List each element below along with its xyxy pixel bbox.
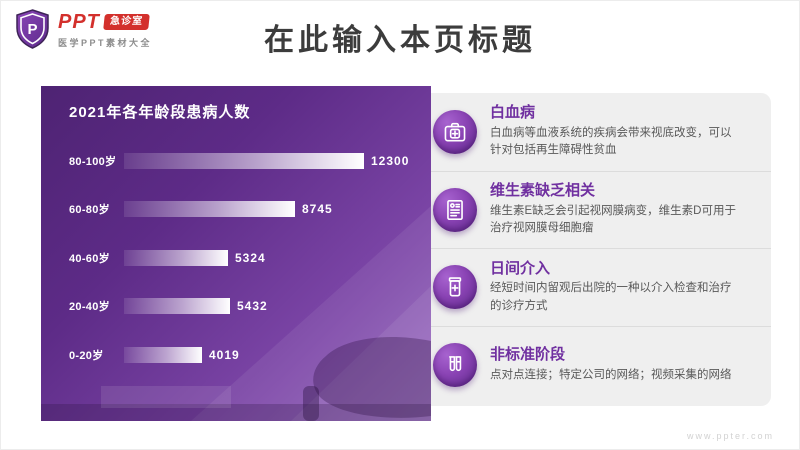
page-title: 在此输入本页标题: [264, 24, 536, 57]
bar-chart: 80-100岁 12300 60-80岁 8745 40-60岁 5324 20-40岁 54…: [69, 152, 431, 363]
chart-panel: 2021年各年龄段患病人数 80-100岁 12300 60-80岁 8745 40-6…: [41, 86, 431, 421]
medical-report-icon: [433, 187, 477, 232]
app-logo: P PPT 急诊室 医学PPT素材大全: [14, 9, 152, 49]
bar-category-label: 20-40岁: [69, 301, 110, 313]
info-item-title: 维生素缺乏相关: [490, 182, 596, 200]
bar-category-label: 80-100岁: [69, 155, 117, 168]
test-tubes-icon: [433, 342, 477, 387]
bar: [124, 346, 202, 363]
info-item-title: 白血病: [490, 104, 536, 122]
bar-value-label: 5324: [235, 250, 266, 265]
footer-watermark-url: www.ppter.com: [686, 431, 774, 441]
logo-subtitle: 医学PPT素材大全: [58, 38, 153, 48]
bar-category-label: 40-60岁: [69, 252, 110, 265]
info-item: 白血病白血病等血液系统的疾病会带来视底改变，可以针对包括再生障碍性贫血: [418, 93, 771, 171]
bar: [124, 249, 228, 266]
chart-title: 2021年各年龄段患病人数: [69, 104, 251, 121]
bar-row: 60-80岁 8745: [69, 201, 431, 218]
info-item-title: 日间介入: [490, 259, 551, 277]
info-panel: 白血病白血病等血液系统的疾病会带来视底改变，可以针对包括再生障碍性贫血维生素缺乏…: [418, 93, 771, 406]
bar-value-label: 12300: [371, 153, 410, 168]
bar-row: 40-60岁 5324: [69, 249, 431, 266]
info-item-desc: 经短时间内留观后出院的一种以介入检查和治疗的诊疗方式: [490, 282, 732, 312]
info-item-title: 非标准阶段: [490, 345, 566, 363]
info-item-desc: 白血病等血液系统的疾病会带来视底改变，可以针对包括再生障碍性贫血: [490, 126, 732, 157]
shield-logo-icon: P: [16, 9, 49, 49]
bar: [124, 298, 230, 314]
bar-row: 0-20岁 4019: [69, 346, 431, 363]
medicine-jar-icon: [433, 265, 477, 310]
bar-value-label: 4019: [209, 347, 240, 362]
bar-category-label: 0-20岁: [69, 349, 104, 362]
bar: [124, 201, 295, 217]
first-aid-kit-icon: [433, 109, 477, 154]
bar-value-label: 5432: [237, 299, 268, 313]
info-item: 非标准阶段点对点连接；特定公司的网络；视频采集的网络: [418, 325, 771, 404]
info-item-desc: 维生素E缺乏会引起视网膜病变，维生素D可用于治疗视网膜母细胞瘤: [490, 204, 736, 235]
bar: [124, 152, 364, 169]
bar-row: 20-40岁 5432: [69, 298, 431, 315]
logo-monogram: P: [27, 21, 37, 38]
info-item: 日间介入经短时间内留观后出院的一种以介入检查和治疗的诊疗方式: [418, 248, 771, 326]
info-item-desc: 点对点连接；特定公司的网络；视频采集的网络: [490, 368, 732, 381]
bar-row: 80-100岁 12300: [69, 152, 431, 169]
bar-category-label: 60-80岁: [69, 204, 110, 216]
bar-value-label: 8745: [302, 202, 333, 216]
info-item: 维生素缺乏相关维生素E缺乏会引起视网膜病变，维生素D可用于治疗视网膜母细胞瘤: [418, 170, 771, 249]
logo-brand-text: PPT: [58, 11, 100, 33]
